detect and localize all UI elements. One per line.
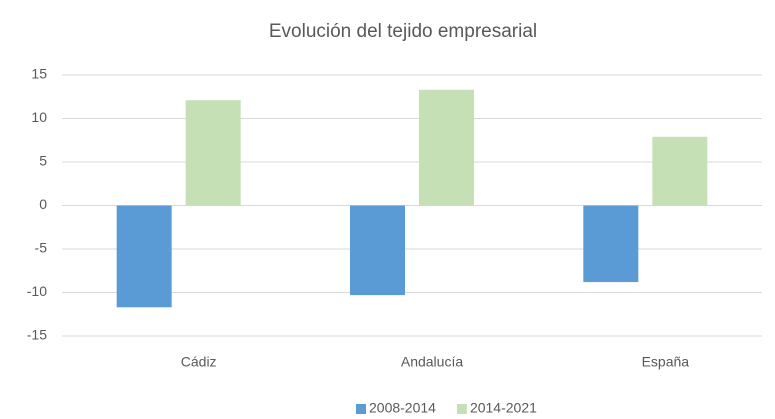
x-tick-label: España — [642, 354, 690, 370]
y-tick-label: -15 — [27, 327, 47, 343]
y-tick-label: -10 — [27, 283, 47, 299]
bar — [185, 100, 241, 206]
x-tick-label: Andalucía — [401, 354, 463, 370]
y-tick-label: 5 — [39, 153, 47, 169]
legend-label: 2008-2014 — [369, 400, 436, 416]
bar — [350, 205, 405, 296]
legend-swatch — [456, 404, 467, 414]
y-tick-label: -5 — [35, 240, 48, 256]
y-tick-label: 10 — [31, 109, 47, 125]
chart-title: Evolución del tejido empresarial — [269, 21, 537, 42]
legend-label: 2014-2021 — [470, 400, 537, 416]
bar — [583, 205, 639, 283]
bar — [652, 136, 708, 206]
legend-swatch — [356, 404, 366, 414]
bar — [116, 205, 172, 308]
bar — [419, 89, 474, 206]
y-tick-label: 15 — [31, 66, 47, 82]
x-tick-label: Cádiz — [181, 354, 217, 370]
y-tick-label: 0 — [39, 196, 47, 212]
